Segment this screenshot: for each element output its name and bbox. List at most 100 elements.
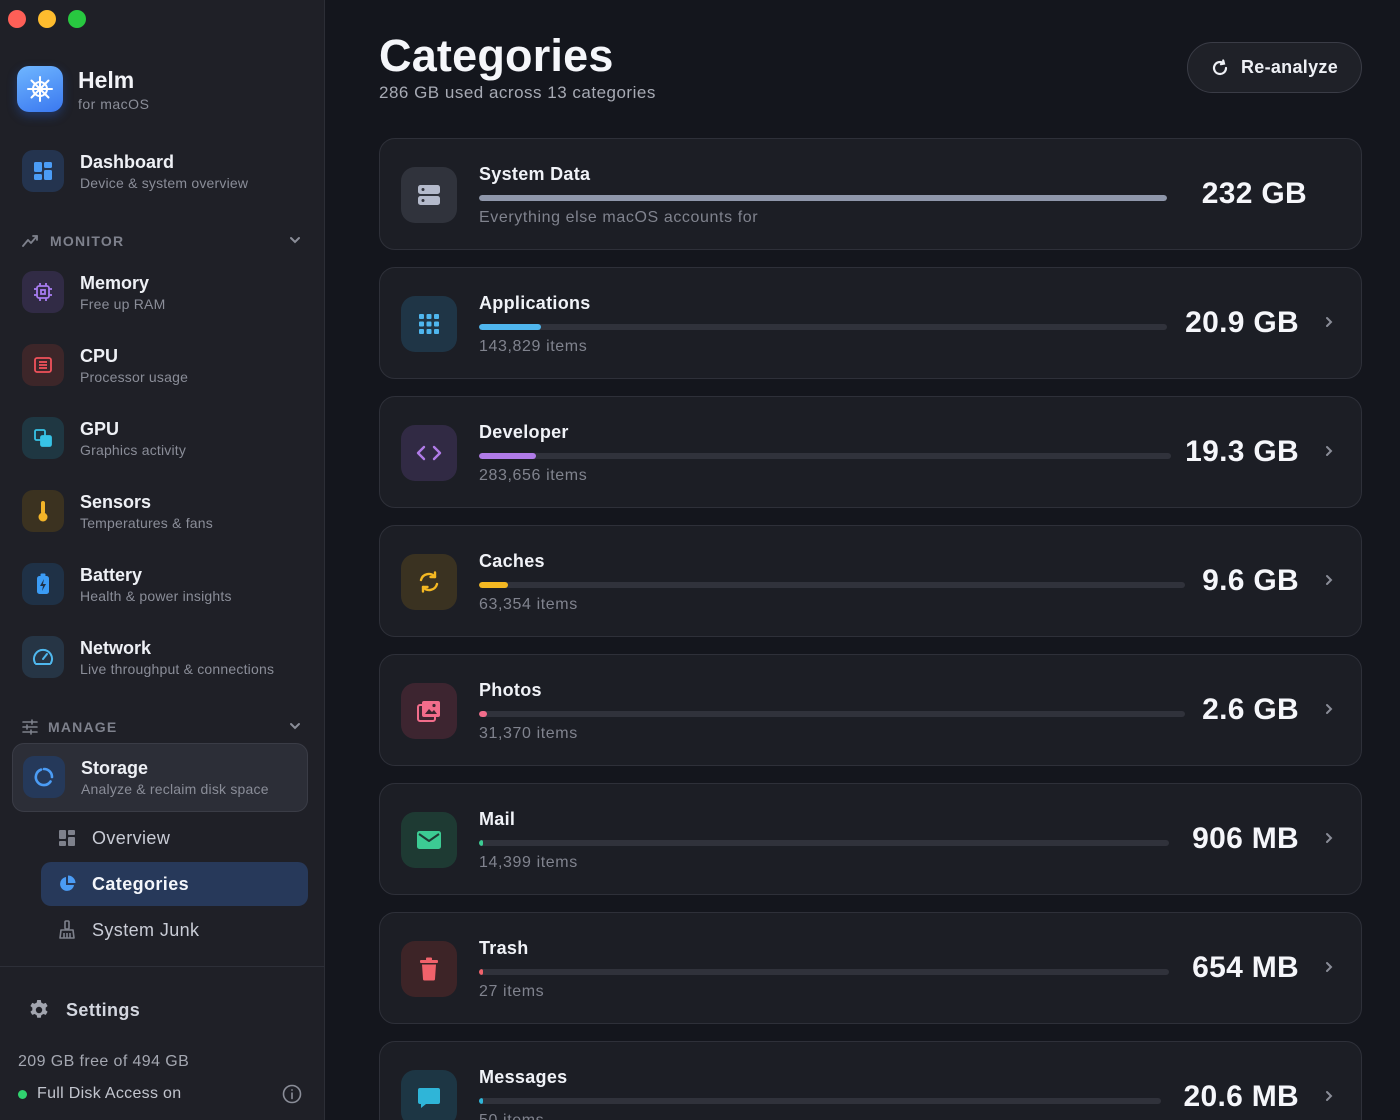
sidebar-item-subtitle: Graphics activity [80, 442, 187, 458]
category-card-mail[interactable]: Mail 14,399 items 906 MB [379, 783, 1362, 895]
app-subtitle: for macOS [78, 96, 150, 112]
category-size: 232 GB [1201, 177, 1307, 210]
info-icon[interactable] [282, 1084, 302, 1104]
activity-icon [22, 235, 38, 247]
category-name: Mail [479, 809, 516, 829]
main-content: Categories 286 GB used across 13 categor… [326, 0, 1400, 1120]
sidebar-item-subtitle: Live throughput & connections [80, 661, 275, 677]
code-brackets-icon [401, 425, 457, 481]
sidebar-item-memory[interactable]: Memory Free up RAM [22, 271, 165, 313]
category-usage-bar [479, 195, 1167, 201]
category-name: Photos [479, 680, 542, 700]
trash-icon [401, 941, 457, 997]
category-size: 20.6 MB [1183, 1080, 1299, 1113]
sidebar-item-title: CPU [80, 346, 119, 366]
category-usage-fill [479, 840, 483, 846]
category-card-trash[interactable]: Trash 27 items 654 MB [379, 912, 1362, 1024]
category-card-caches[interactable]: Caches 63,354 items 9.6 GB [379, 525, 1362, 637]
category-usage-bar [479, 969, 1169, 975]
sidebar-subitem-label: System Junk [92, 919, 200, 940]
gpu-layers-icon [22, 417, 64, 459]
category-usage-fill [479, 711, 487, 717]
zoom-window-button[interactable] [68, 10, 86, 28]
overview-grid-icon [59, 830, 75, 846]
sidebar-item-subtitle: Health & power insights [80, 588, 232, 604]
sidebar-item-subtitle: Device & system overview [80, 175, 249, 191]
section-monitor[interactable]: MONITOR [22, 231, 302, 251]
category-usage-fill [479, 582, 508, 588]
sidebar-item-battery[interactable]: Battery Health & power insights [22, 563, 232, 605]
envelope-icon [401, 812, 457, 868]
reanalyze-label: Re-analyze [1240, 57, 1339, 77]
reanalyze-button[interactable]: Re-analyze [1187, 42, 1362, 93]
chevron-right-icon [1326, 575, 1333, 585]
sidebar-item-settings[interactable]: Settings [28, 999, 140, 1021]
section-label: MONITOR [50, 233, 125, 249]
category-usage-fill [479, 195, 1167, 201]
category-card-applications[interactable]: Applications 143,829 items 20.9 GB [379, 267, 1362, 379]
category-usage-fill [479, 324, 541, 330]
category-usage-bar [479, 711, 1185, 717]
sidebar-item-subtitle: Analyze & reclaim disk space [81, 781, 269, 797]
category-detail: 27 items [479, 983, 545, 1000]
cpu-icon [22, 344, 64, 386]
category-card-developer[interactable]: Developer 283,656 items 19.3 GB [379, 396, 1362, 508]
category-card-photos[interactable]: Photos 31,370 items 2.6 GB [379, 654, 1362, 766]
sidebar-item-title: Sensors [80, 492, 152, 512]
sidebar-subitem-label: Overview [92, 827, 171, 848]
sidebar-item-sensors[interactable]: Sensors Temperatures & fans [22, 490, 213, 532]
refresh-icon [1212, 58, 1228, 75]
category-usage-fill [479, 969, 483, 975]
sidebar-item-network[interactable]: Network Live throughput & connections [22, 636, 274, 678]
sidebar-subitem-categories[interactable]: Categories [41, 862, 308, 906]
sidebar-item-title: Dashboard [80, 152, 175, 172]
app-name: Helm [78, 67, 135, 93]
sidebar-divider [0, 966, 325, 967]
category-detail: 50 items [479, 1112, 544, 1120]
disk-free-space: 209 GB free of 494 GB [18, 1053, 190, 1070]
dashboard-icon [22, 150, 64, 192]
sidebar-subitem-label: Categories [92, 873, 190, 894]
full-disk-access-label: Full Disk Access on [37, 1085, 182, 1102]
category-size: 20.9 GB [1185, 306, 1299, 339]
sidebar-subitem-system-junk[interactable]: System Junk [41, 908, 308, 952]
sidebar-item-title: Battery [80, 565, 143, 585]
window-controls [8, 10, 86, 28]
sidebar: Helm for macOS Dashboard Device & system… [0, 0, 325, 1120]
storage-ring-icon [23, 756, 65, 798]
category-detail: Everything else macOS accounts for [479, 209, 759, 226]
category-name: Developer [479, 422, 569, 442]
sidebar-item-cpu[interactable]: CPU Processor usage [22, 344, 188, 386]
sidebar-item-storage[interactable]: Storage Analyze & reclaim disk space [12, 743, 308, 812]
chevron-down-icon [290, 723, 300, 730]
helm-wheel-icon [17, 66, 63, 112]
app-brand: Helm for macOS [17, 66, 149, 112]
chevron-down-icon [290, 237, 300, 244]
minimize-window-button[interactable] [38, 10, 56, 28]
page-subtitle: 286 GB used across 13 categories [379, 83, 656, 102]
section-manage[interactable]: MANAGE [22, 717, 302, 737]
sidebar-item-gpu[interactable]: GPU Graphics activity [22, 417, 186, 459]
close-window-button[interactable] [8, 10, 26, 28]
sidebar-subitem-overview[interactable]: Overview [41, 816, 308, 860]
sidebar-item-title: Memory [80, 273, 150, 293]
sidebar-item-title: Storage [81, 758, 149, 778]
status-dot [18, 1089, 27, 1099]
chevron-right-icon [1326, 704, 1333, 714]
sidebar-item-dashboard[interactable]: Dashboard Device & system overview [22, 150, 248, 192]
category-usage-fill [479, 453, 536, 459]
category-card-system-data[interactable]: System Data Everything else macOS accoun… [379, 138, 1362, 250]
broom-icon [59, 920, 75, 939]
sidebar-item-title: GPU [80, 419, 120, 439]
category-card-messages[interactable]: Messages 50 items 20.6 MB [379, 1041, 1362, 1120]
chevron-right-icon [1326, 962, 1333, 972]
category-detail: 143,829 items [479, 338, 588, 355]
category-detail: 31,370 items [479, 725, 578, 742]
photo-stack-icon [401, 683, 457, 739]
category-name: Trash [479, 938, 529, 958]
category-detail: 14,399 items [479, 854, 578, 871]
category-name: System Data [479, 164, 591, 184]
category-name: Messages [479, 1067, 568, 1087]
sidebar-item-subtitle: Free up RAM [80, 296, 166, 312]
gear-icon [30, 1000, 48, 1018]
